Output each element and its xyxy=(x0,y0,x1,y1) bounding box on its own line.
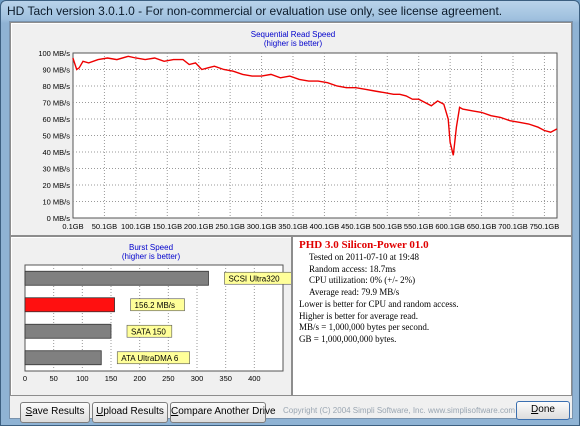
save-label: ave Results xyxy=(32,406,85,417)
note-cpu: Lower is better for CPU and random acces… xyxy=(299,299,459,309)
compare-another-drive-button[interactable]: Compare Another Drive xyxy=(170,402,276,423)
burst-x-tick-label: 100 xyxy=(76,374,89,383)
read-y-tick-label: 80 MB/s xyxy=(42,82,70,91)
results-summary: Tested on 2011-07-10 at 19:48 Random acc… xyxy=(309,252,419,298)
read-x-tick-label: 650.1GB xyxy=(467,222,497,231)
random-access-text: Random access: 18.7ms xyxy=(309,263,396,274)
copyright-text: Copyright (C) 2004 Simpli Software, Inc.… xyxy=(283,406,516,415)
burst-bar xyxy=(24,270,209,286)
read-y-tick-label: 10 MB/s xyxy=(42,198,70,207)
read-y-tick-label: 40 MB/s xyxy=(42,148,70,157)
burst-bar xyxy=(24,350,102,366)
results-info-panel: PHD 3.0 Silicon-Power 01.0 Tested on 201… xyxy=(292,236,572,396)
read-x-tick-label: 450.1GB xyxy=(341,222,371,231)
upload-mnemonic: U xyxy=(96,406,104,417)
read-speed-line xyxy=(72,55,558,156)
burst-chart-subtitle: (higher is better) xyxy=(122,252,181,261)
tested-on-text: Tested on 2011-07-10 at 19:48 xyxy=(309,252,420,262)
burst-x-tick-label: 300 xyxy=(191,374,204,383)
read-y-tick-label: 20 MB/s xyxy=(42,181,70,190)
save-results-button[interactable]: Save Results xyxy=(20,402,90,423)
compare-mnemonic: C xyxy=(171,406,179,417)
read-x-tick-label: 400.1GB xyxy=(310,222,340,231)
read-x-tick-label: 100.1GB xyxy=(121,222,151,231)
read-x-tick-label: 750.1GB xyxy=(530,222,560,231)
burst-x-tick-label: 50 xyxy=(49,374,57,383)
burst-bar-label-box xyxy=(116,351,190,365)
done-label: one xyxy=(538,404,555,415)
read-x-tick-label: 250.1GB xyxy=(215,222,245,231)
read-y-tick-label: 70 MB/s xyxy=(42,99,70,108)
client-area: Sequential Read Speed (higher is better)… xyxy=(9,21,573,423)
read-x-tick-label: 200.1GB xyxy=(184,222,214,231)
results-notes: Lower is better for CPU and random acces… xyxy=(299,299,458,345)
burst-x-tick-label: 150 xyxy=(105,374,118,383)
save-mnemonic: S xyxy=(25,406,33,417)
read-y-tick-label: 100 MB/s xyxy=(38,49,70,58)
burst-bar-label-box xyxy=(126,324,173,338)
drive-name: PHD 3.0 Silicon-Power 01.0 xyxy=(299,239,429,251)
read-x-tick-label: 600.1GB xyxy=(435,222,465,231)
done-mnemonic: D xyxy=(531,404,539,415)
sequential-read-panel: Sequential Read Speed (higher is better)… xyxy=(10,22,572,236)
read-y-tick-label: 60 MB/s xyxy=(42,115,70,124)
read-x-tick-label: 50.1GB xyxy=(92,222,117,231)
note-read: Higher is better for average read. xyxy=(299,310,418,321)
burst-x-tick-label: 400 xyxy=(248,374,261,383)
note-gb: GB = 1,000,000,000 bytes. xyxy=(299,333,397,344)
burst-bar xyxy=(24,323,112,339)
note-mbps: MB/s = 1,000,000 bytes per second. xyxy=(299,322,430,332)
read-x-tick-label: 350.1GB xyxy=(278,222,308,231)
burst-x-tick-label: 200 xyxy=(133,374,146,383)
burst-speed-panel: Burst Speed (higher is better) SCSI Ultr… xyxy=(10,236,293,396)
burst-x-tick-label: 250 xyxy=(162,374,175,383)
read-x-tick-label: 0.1GB xyxy=(62,222,83,231)
read-x-tick-label: 550.1GB xyxy=(404,222,434,231)
burst-bar-label: 156.2 MB/s xyxy=(135,301,175,310)
burst-chart-title: Burst Speed xyxy=(129,243,173,252)
compare-label: ompare Another Drive xyxy=(178,406,276,417)
read-y-tick-label: 50 MB/s xyxy=(42,132,70,141)
burst-bar-label: ATA UltraDMA 6 xyxy=(121,354,179,363)
read-x-tick-label: 500.1GB xyxy=(372,222,402,231)
done-button[interactable]: Done xyxy=(516,401,570,420)
window-title: HD Tach version 3.0.1.0 - For non-commer… xyxy=(7,4,503,18)
cpu-utilization-text: CPU utilization: 0% (+/- 2%) xyxy=(309,275,416,285)
read-x-tick-label: 150.1GB xyxy=(152,222,182,231)
burst-bar-label-box xyxy=(130,298,185,312)
read-y-tick-label: 90 MB/s xyxy=(42,66,70,75)
burst-x-tick-label: 0 xyxy=(23,374,27,383)
read-chart-title: Sequential Read Speed xyxy=(251,30,336,39)
burst-bar xyxy=(24,297,115,313)
burst-bar-label: SCSI Ultra320 xyxy=(228,274,280,283)
burst-speed-chart: Burst Speed (higher is better) SCSI Ultr… xyxy=(23,243,293,383)
read-y-tick-label: 0 MB/s xyxy=(47,214,71,223)
burst-x-tick-label: 350 xyxy=(219,374,232,383)
burst-bar-label: SATA 150 xyxy=(131,327,166,336)
sequential-read-chart: Sequential Read Speed (higher is better)… xyxy=(38,30,560,231)
read-y-tick-label: 30 MB/s xyxy=(42,165,70,174)
average-read-text: Average read: 79.9 MB/s xyxy=(309,286,400,297)
read-x-tick-label: 700.1GB xyxy=(498,222,528,231)
title-bar[interactable]: HD Tach version 3.0.1.0 - For non-commer… xyxy=(1,1,579,21)
upload-results-button[interactable]: Upload Results xyxy=(92,402,168,423)
upload-label: pload Results xyxy=(103,406,164,417)
read-x-tick-label: 300.1GB xyxy=(247,222,277,231)
read-chart-subtitle: (higher is better) xyxy=(264,39,323,48)
